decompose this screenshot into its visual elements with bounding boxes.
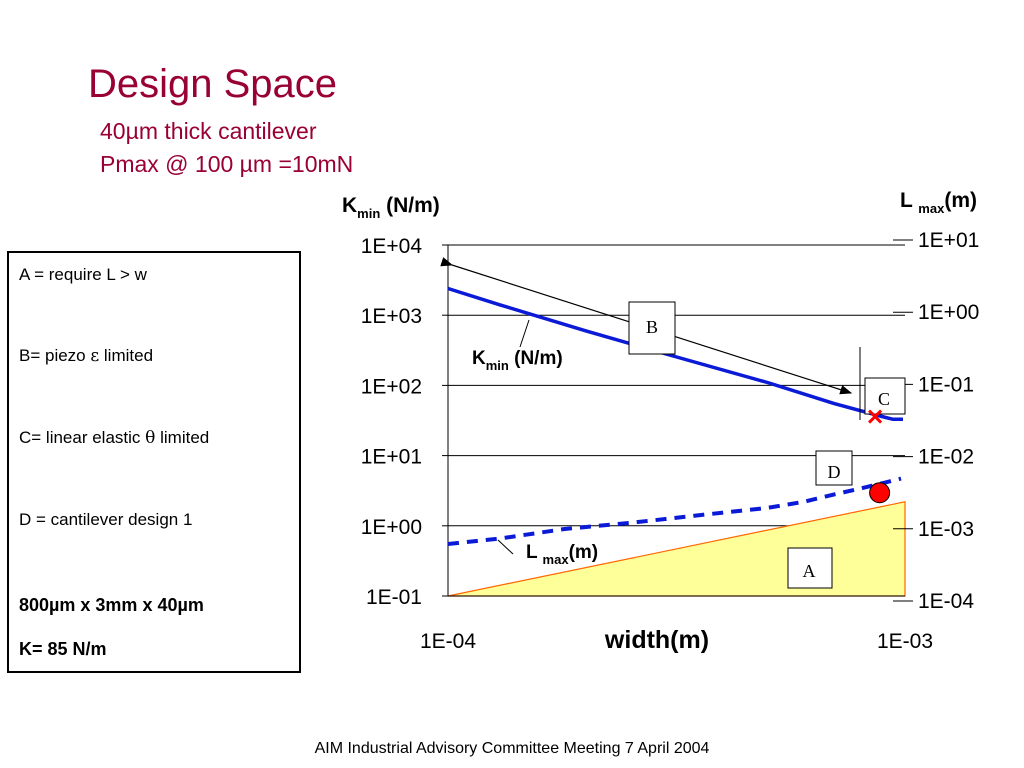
region-c-label: C [878, 389, 890, 409]
lmax-label-pointer [497, 539, 514, 555]
legend-b: B= piezo ε limited [19, 346, 153, 366]
left-tick-label: 1E+01 [361, 446, 422, 469]
legend-b-prefix: B= piezo [19, 346, 91, 365]
x-axis-ticks: 1E-04 1E-03 [420, 630, 933, 653]
kmin-series-label: Kmin (N/m) [472, 348, 563, 373]
x-tick-label: 1E-04 [420, 630, 476, 653]
x-tick-label: 1E-03 [877, 630, 933, 653]
legend-d: D = cantilever design 1 [19, 510, 193, 529]
legend-a: A = require L > w [19, 265, 147, 284]
theta-symbol: θ [145, 428, 156, 448]
kmin-label-pointer [519, 319, 530, 348]
legend-b-suffix: limited [99, 346, 154, 365]
lmax-series-line [447, 476, 902, 546]
right-tick-label: 1E-02 [918, 446, 974, 469]
markers [868, 409, 891, 504]
legend-c-prefix: C= linear elastic [19, 428, 146, 447]
left-tick-label: 1E-01 [366, 586, 422, 609]
right-tick-label: 1E+00 [918, 301, 979, 324]
limit-cross-marker [868, 409, 883, 424]
footer-text: AIM Industrial Advisory Committee Meetin… [314, 740, 710, 757]
design-dimensions: 800µm x 3mm x 40µm [19, 595, 204, 615]
right-axis-ticks: 1E+01 1E+00 1E-01 1E-02 1E-03 1E-04 [893, 229, 979, 613]
right-tick-label: 1E+01 [918, 229, 979, 252]
right-tick-label: 1E-03 [918, 518, 974, 541]
left-tick-label: 1E+04 [361, 235, 423, 258]
region-c-box [864, 377, 906, 415]
design-stiffness: K= 85 N/m [19, 639, 107, 659]
region-d-box [815, 450, 853, 486]
left-axis-ticks: 1E+04 1E+03 1E+02 1E+01 1E+00 1E-01 [361, 235, 448, 609]
right-tick-label: 1E-01 [918, 373, 974, 396]
x-axis-title: width(m) [604, 626, 709, 654]
right-tick-label: 1E-04 [918, 590, 974, 613]
left-tick-label: 1E+02 [361, 375, 422, 398]
epsilon-symbol: ε [90, 346, 100, 366]
subtitle-pmax: Pmax @ 100 µm =10mN [100, 151, 354, 177]
design-point-marker [869, 482, 891, 504]
legend-c-suffix: limited [155, 428, 210, 447]
left-axis-title: Kmin (N/m) [342, 194, 440, 221]
legend-c: C= linear elastic θ limited [19, 428, 209, 448]
region-b-label: B [646, 317, 658, 337]
region-a-label: A [803, 561, 816, 581]
legend-box: A = require L > w B= piezo ε limited C= … [7, 251, 301, 673]
left-tick-label: 1E+03 [361, 305, 422, 328]
right-axis-title: L max(m) [900, 189, 977, 216]
left-tick-label: 1E+00 [361, 516, 422, 539]
lmax-series-label: L max(m) [526, 542, 598, 567]
slide-title: Design Space [88, 62, 338, 106]
region-d-label: D [828, 462, 841, 482]
subtitle-thickness: 40µm thick cantilever [100, 118, 317, 144]
region-b-box [628, 301, 676, 355]
region-a-box [787, 547, 833, 589]
